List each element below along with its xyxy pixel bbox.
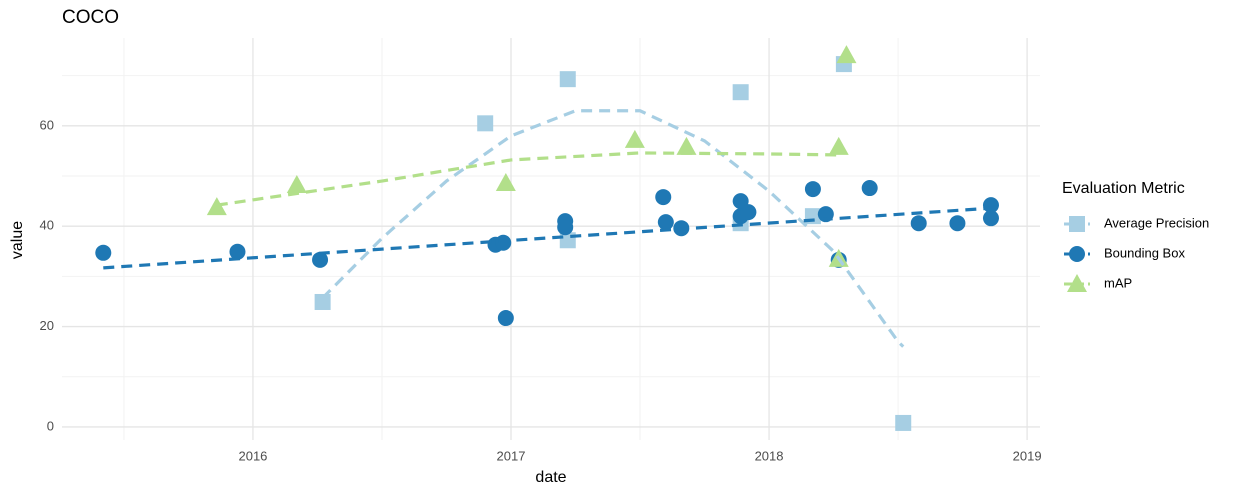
x-tick-label: 2018 xyxy=(755,448,784,463)
legend-marker xyxy=(1067,274,1087,292)
point xyxy=(836,45,857,64)
point xyxy=(497,310,514,327)
point xyxy=(559,71,576,88)
point xyxy=(655,189,672,206)
point xyxy=(314,293,331,310)
y-tick-label: 20 xyxy=(40,318,54,333)
chart-title: COCO xyxy=(62,7,119,28)
legend-marker xyxy=(1069,246,1085,262)
y-tick-label: 0 xyxy=(47,418,54,433)
point xyxy=(624,129,645,148)
point xyxy=(495,234,512,251)
point xyxy=(740,204,757,221)
point xyxy=(732,84,749,101)
legend-label: Average Precision xyxy=(1104,215,1209,230)
point xyxy=(95,244,112,261)
y-tick-label: 40 xyxy=(40,218,54,233)
y-axis-label: value xyxy=(9,221,26,259)
point xyxy=(477,115,494,132)
x-tick-label: 2017 xyxy=(497,448,526,463)
y-tick-label: 60 xyxy=(40,117,54,132)
x-tick-label: 2019 xyxy=(1013,448,1042,463)
trend-line xyxy=(103,206,992,270)
point xyxy=(804,181,821,198)
point xyxy=(861,180,878,197)
point xyxy=(828,136,849,155)
point xyxy=(910,215,927,232)
trend-line xyxy=(216,151,839,207)
point xyxy=(982,210,999,227)
trend-line xyxy=(321,109,905,348)
point xyxy=(557,219,574,236)
legend-title: Evaluation Metric xyxy=(1062,180,1185,197)
point xyxy=(657,214,674,231)
point xyxy=(495,173,516,192)
point xyxy=(206,197,227,216)
legend-label: mAP xyxy=(1104,275,1132,290)
legend-marker xyxy=(1069,216,1085,232)
point xyxy=(676,136,697,155)
point xyxy=(229,243,246,260)
x-tick-label: 2016 xyxy=(238,448,267,463)
point xyxy=(895,414,912,431)
point xyxy=(286,175,307,194)
legend-label: Bounding Box xyxy=(1104,245,1185,260)
point xyxy=(949,215,966,232)
point xyxy=(312,251,329,268)
x-axis-label: date xyxy=(535,469,566,486)
